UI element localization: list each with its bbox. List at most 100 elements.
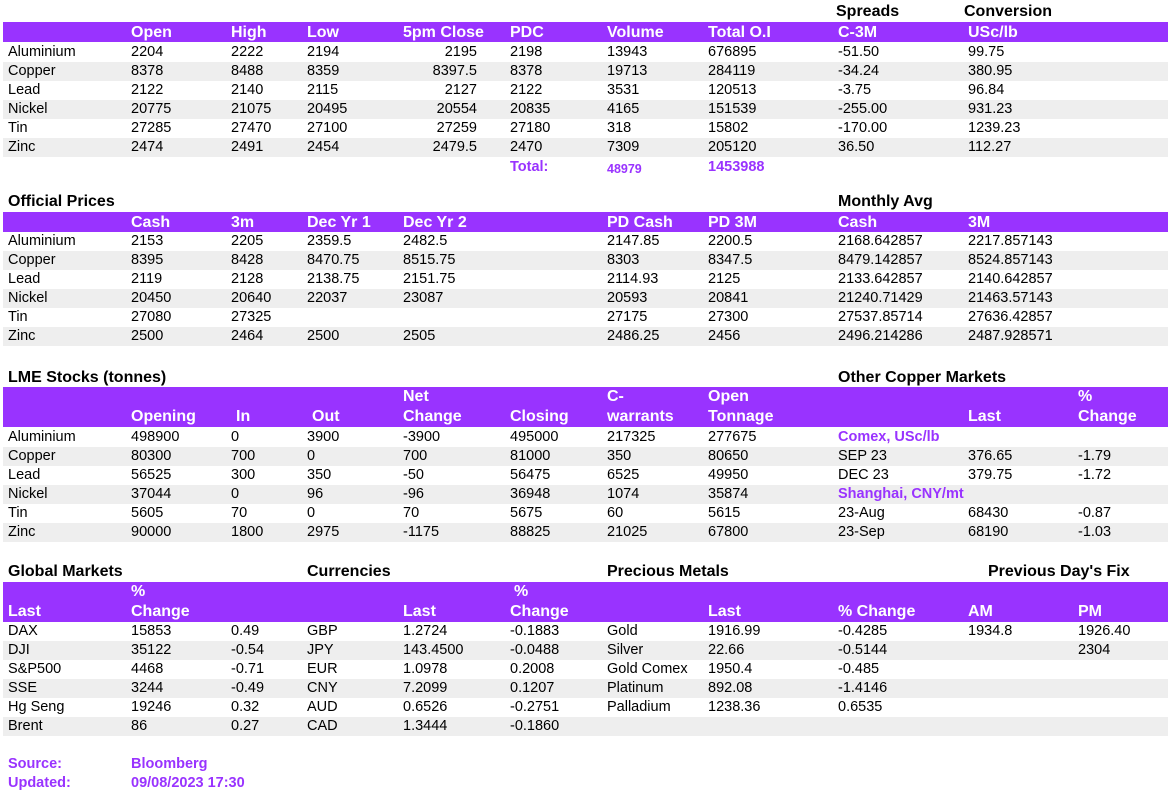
in-cell: 1800 [231,524,264,540]
currency-change: 0.1207 [510,680,555,696]
index-last: 86 [131,718,148,734]
usc-cell: 931.23 [968,101,1013,117]
global-header-bar [3,582,1168,622]
close-cell: 2195 [444,44,477,60]
usc-cell: 96.84 [968,82,1005,98]
header-avg-3m: 3M [968,214,991,231]
header-fix-am: AM [968,603,993,620]
currency-last: 1.3444 [403,718,448,734]
volume-cell: 19713 [607,63,648,79]
precious-metal-last: 22.66 [708,642,745,658]
other-market-last: 68430 [968,505,1009,521]
other-market-change: -1.03 [1078,524,1112,540]
index-change: -0.71 [231,661,265,677]
cash-cell: 2153 [131,233,164,249]
header-low: Low [307,24,339,41]
high-cell: 8488 [231,63,264,79]
dec-yr2-cell: 8515.75 [403,252,456,268]
dec-yr2-cell: 23087 [403,290,444,306]
source-label: Source: [8,756,62,772]
header-global-last: Last [8,603,41,620]
open-cell: 2122 [131,82,164,98]
updated-label: Updated: [8,775,71,791]
other-market-label: DEC 23 [838,467,889,483]
currency-name: CAD [307,718,338,734]
header-dec-yr-2: Dec Yr 2 [403,214,467,231]
dec-yr1-cell: 22037 [307,290,348,306]
table-row [3,523,1168,542]
table-row [3,660,1168,679]
currency-change: -0.0488 [510,642,560,658]
monthly-avg-title: Monthly Avg [838,193,933,210]
metal-name: Tin [8,309,28,325]
avg-3m-cell: 8524.857143 [968,252,1053,268]
three-month-cell: 2205 [231,233,264,249]
closing-cell: 5675 [510,505,543,521]
header-3m: 3m [231,214,255,231]
currency-last: 0.6526 [403,699,448,715]
close-cell: 8397.5 [432,63,477,79]
pd-cash-cell: 27175 [607,309,648,325]
open-tonnage-cell: 5615 [708,505,741,521]
opening-cell: 90000 [131,524,172,540]
dec-yr2-cell: 2151.75 [403,271,456,287]
low-cell: 2115 [307,82,339,98]
metal-name: Copper [8,448,56,464]
header-net-change: Change [403,408,462,425]
volume-cell: 3531 [607,82,640,98]
avg-cash-cell: 27537.85714 [838,309,923,325]
pd-3m-cell: 2125 [708,271,741,287]
low-cell: 8359 [307,63,340,79]
three-month-cell: 2128 [231,271,264,287]
index-name: Hg Seng [8,699,65,715]
out-cell: 350 [307,467,332,483]
header-currency-last: Last [403,603,436,620]
oi-cell: 284119 [708,63,756,79]
precious-metal-last: 1238.36 [708,699,761,715]
pd-3m-cell: 2200.5 [708,233,753,249]
index-last: 15853 [131,623,172,639]
net-change-cell: 700 [403,448,428,464]
c3m-cell: -3.75 [838,82,872,98]
index-change: 0.27 [231,718,260,734]
header-5pm-close: 5pm Close [403,24,484,41]
total-label: Total: [510,159,549,175]
header-avg-cash: Cash [838,214,878,231]
three-month-cell: 27325 [231,309,272,325]
header-out: Out [312,408,340,425]
avg-cash-cell: 2496.214286 [838,328,923,344]
oi-cell: 120513 [708,82,757,98]
precious-metal-name: Silver [607,642,644,658]
precious-metal-name: Platinum [607,680,664,696]
table-row [3,100,1168,119]
out-cell: 96 [307,486,324,502]
oi-cell: 151539 [708,101,757,117]
precious-metal-last: 1950.4 [708,661,753,677]
precious-metal-change: -1.4146 [838,680,888,696]
cancelled-warrants-cell: 6525 [607,467,640,483]
metal-name: Zinc [8,524,36,540]
currency-last: 1.0978 [403,661,448,677]
pdc-cell: 2470 [510,139,543,155]
official-prices-title: Official Prices [8,193,115,210]
metal-name: Aluminium [8,233,76,249]
closing-cell: 495000 [510,429,559,445]
high-cell: 27470 [231,120,272,136]
cash-cell: 2500 [131,328,164,344]
pdc-cell: 8378 [510,63,543,79]
currency-name: AUD [307,699,338,715]
c3m-cell: -170.00 [838,120,888,136]
header-volume: Volume [607,24,664,41]
out-cell: 3900 [307,429,340,445]
currency-name: EUR [307,661,338,677]
fix-pm: 2304 [1078,642,1111,658]
volume-cell: 318 [607,120,632,136]
other-market-heading: Comex, USc/lb [838,429,940,445]
header-usc-lb: USc/lb [968,24,1018,41]
global-markets-title: Global Markets [8,563,123,580]
avg-3m-cell: 27636.42857 [968,309,1053,325]
dec-yr1-cell: 2500 [307,328,340,344]
open-cell: 8378 [131,63,164,79]
pd-cash-cell: 2486.25 [607,328,660,344]
table-row [3,717,1168,736]
